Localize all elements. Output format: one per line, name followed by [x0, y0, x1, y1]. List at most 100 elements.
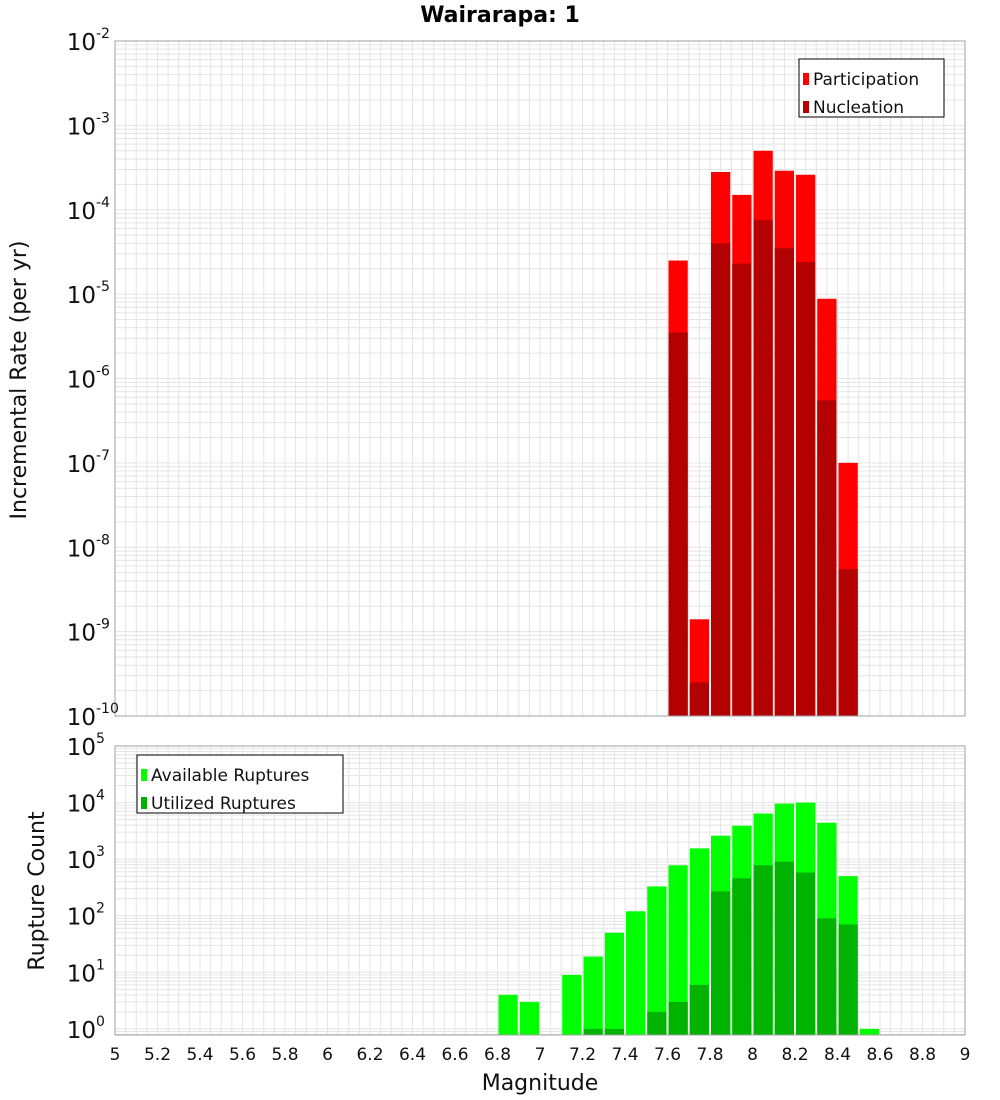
x-tick-label: 6.4: [399, 1045, 426, 1065]
count-legend-swatch: [141, 769, 147, 781]
rate-ytick-exponent: -4: [96, 195, 110, 211]
count-ytick-label: 10: [67, 1018, 96, 1044]
x-tick-label: 6.8: [484, 1045, 511, 1065]
count-bar-s2: [583, 1028, 603, 1035]
count-bar-s2: [753, 865, 773, 1035]
count-bar-s1: [519, 1001, 539, 1035]
rate-ytick-exponent: -6: [96, 364, 110, 380]
count-ytick-label: 10: [67, 792, 96, 818]
x-tick-label: 5.2: [144, 1045, 171, 1065]
x-tick-label: 7.4: [611, 1045, 638, 1065]
x-tick-label: 6.2: [356, 1045, 383, 1065]
rate-ytick-exponent: -7: [96, 448, 110, 464]
rate-ytick-exponent: -8: [96, 532, 110, 548]
count-bar-s2: [774, 861, 794, 1035]
rate-legend-label: Nucleation: [813, 98, 904, 118]
rate-ytick-label: 10: [67, 30, 96, 56]
rate-ytick-exponent: -10: [96, 701, 119, 717]
rate-ytick-label: 10: [67, 199, 96, 225]
count-bar-s1: [583, 956, 603, 1035]
x-tick-label: 8: [747, 1045, 758, 1065]
x-tick-label: 8.8: [909, 1045, 936, 1065]
count-legend: Available Ruptures Utilized Ruptures: [136, 754, 344, 814]
count-ytick-label: 10: [67, 848, 96, 874]
rate-bar-s2: [711, 243, 731, 716]
rate-legend-swatch: [803, 101, 809, 113]
count-bar-s1: [859, 1028, 879, 1035]
x-tick-label: 6.6: [441, 1045, 468, 1065]
rate-panel: [114, 41, 966, 717]
x-tick-label: 6: [322, 1045, 333, 1065]
count-ytick-exponent: 3: [96, 844, 105, 860]
rate-ytick-label: 10: [67, 536, 96, 562]
x-tick-label: 8.2: [781, 1045, 808, 1065]
rate-bar-s2: [796, 262, 816, 716]
count-bar-s2: [838, 924, 858, 1035]
rate-bar-s2: [668, 332, 688, 716]
count-bar-s2: [796, 872, 816, 1035]
rate-ytick-exponent: -9: [96, 617, 110, 633]
count-panel: [114, 746, 966, 1035]
rate-ytick-exponent: -5: [96, 279, 110, 295]
rate-bar-s2: [732, 263, 752, 716]
x-tick-label: 5.8: [271, 1045, 298, 1065]
rate-bar-s2: [774, 248, 794, 716]
x-tick-label: 5: [110, 1045, 121, 1065]
count-bar-s1: [626, 911, 646, 1035]
count-frame: [114, 745, 966, 1036]
count-legend-label: Available Ruptures: [151, 766, 309, 786]
count-ytick-exponent: 2: [96, 901, 105, 917]
x-axis-label: Magnitude: [482, 1071, 599, 1096]
count-bar-s2: [817, 918, 837, 1035]
count-ytick-exponent: 0: [96, 1014, 105, 1030]
x-tick-label: 5.4: [186, 1045, 213, 1065]
x-tick-label: 7.8: [696, 1045, 723, 1065]
count-bar-s2: [604, 1028, 624, 1035]
rate-ytick-label: 10: [67, 452, 96, 478]
count-bar-s2: [689, 984, 709, 1035]
rate-ytick-label: 10: [67, 368, 96, 394]
count-y-axis-label: Rupture Count: [25, 811, 50, 971]
rate-ytick-exponent: -3: [96, 110, 110, 126]
count-bar-s1: [668, 865, 688, 1035]
count-bar-s2: [711, 891, 731, 1035]
rate-ytick-exponent: -2: [96, 26, 110, 42]
count-bar-s2: [668, 1001, 688, 1035]
count-bar-s2: [647, 1011, 667, 1035]
x-tick-label: 7.2: [569, 1045, 596, 1065]
rate-bar-s2: [838, 569, 858, 716]
rate-ytick-label: 10: [67, 705, 96, 731]
x-tick-label: 9: [960, 1045, 971, 1065]
rate-frame: [114, 40, 966, 717]
count-legend-box: [136, 754, 344, 814]
rate-bar-s2: [689, 682, 709, 716]
rate-bar-s2: [753, 220, 773, 717]
count-legend-swatch: [141, 797, 147, 809]
count-bar-s1: [498, 994, 518, 1035]
count-ytick-label: 10: [67, 905, 96, 931]
rate-y-axis-label: Incremental Rate (per yr): [7, 241, 32, 520]
count-ytick-exponent: 1: [96, 957, 105, 973]
count-ytick-exponent: 4: [96, 788, 105, 804]
rate-ytick-label: 10: [67, 621, 96, 647]
x-tick-label: 8.6: [866, 1045, 893, 1065]
count-bar-s1: [647, 886, 667, 1035]
x-tick-label: 7.6: [654, 1045, 681, 1065]
count-ytick-label: 10: [67, 735, 96, 761]
rate-legend-label: Participation: [813, 70, 919, 90]
chart-title: Wairarapa: 1: [420, 3, 580, 28]
x-tick-label: 7: [535, 1045, 546, 1065]
count-ytick-label: 10: [67, 961, 96, 987]
count-ytick-exponent: 5: [96, 731, 105, 747]
rate-bar-s2: [817, 400, 837, 716]
rate-ytick-label: 10: [67, 114, 96, 140]
x-tick-label: 5.6: [229, 1045, 256, 1065]
count-bar-s1: [562, 974, 582, 1035]
x-tick-label: 8.4: [824, 1045, 851, 1065]
rate-legend-swatch: [803, 73, 809, 85]
rate-legend-box: [798, 58, 945, 118]
rate-legend: Participation Nucleation: [798, 58, 945, 118]
count-bar-s2: [732, 878, 752, 1035]
